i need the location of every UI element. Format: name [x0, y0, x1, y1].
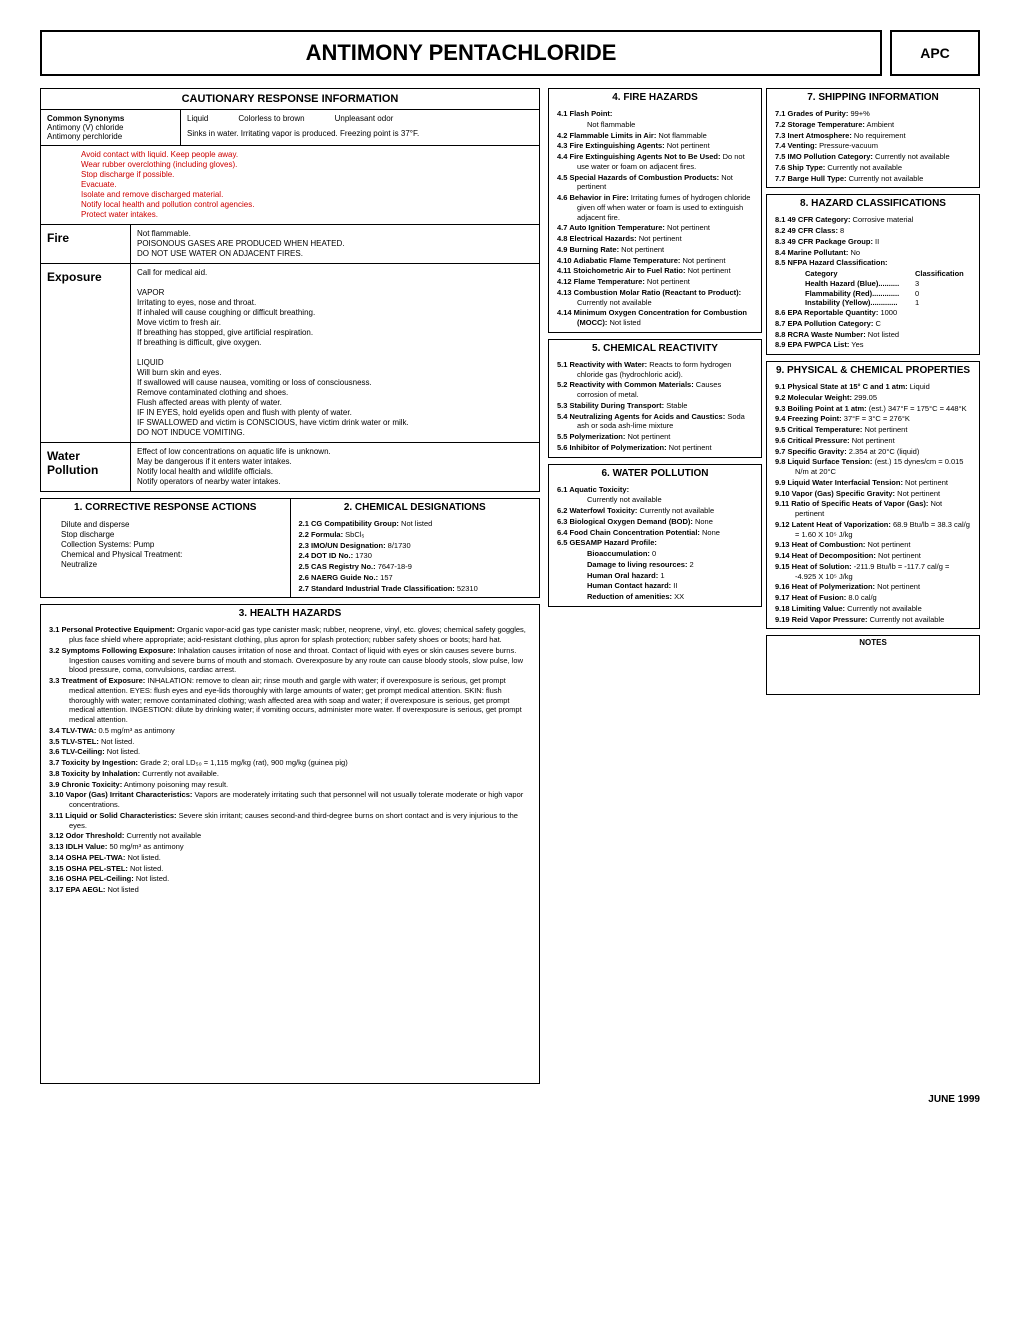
water-text: Effect of low concentrations on aquatic … [131, 443, 539, 491]
cautionary-title: CAUTIONARY RESPONSE INFORMATION [41, 89, 539, 109]
sec6-title: 6. WATER POLLUTION [549, 465, 761, 482]
page-title: ANTIMONY PENTACHLORIDE [40, 30, 882, 76]
sec2-title: 2. CHEMICAL DESIGNATIONS [291, 499, 540, 516]
sec1-title: 1. CORRECTIVE RESPONSE ACTIONS [41, 499, 290, 516]
synonyms-row: Common Synonyms Antimony (V) chloride An… [41, 110, 539, 145]
notes-label: NOTES [767, 636, 979, 649]
exposure-label: Exposure [41, 264, 131, 442]
sec2-list: 2.1 CG Compatibility Group: Not listed2.… [291, 516, 540, 597]
sec6-box: 6. WATER POLLUTION 6.1 Aquatic Toxicity:… [548, 464, 762, 607]
avoid-text: Avoid contact with liquid. Keep people a… [41, 146, 539, 224]
synonyms-text: Antimony (V) chloride Antimony perchlori… [47, 123, 123, 141]
exposure-text: Call for medical aid. VAPOR Irritating t… [131, 264, 539, 442]
sec4-title: 4. FIRE HAZARDS [549, 89, 761, 106]
sec9-list: 9.1 Physical State at 15° C and 1 atm: L… [767, 379, 979, 628]
sec8-box: 8. HAZARD CLASSIFICATIONS 8.1 49 CFR Cat… [766, 194, 980, 355]
phys-state: Liquid [187, 114, 208, 123]
sec8-list: 8.1 49 CFR Category: Corrosive material8… [767, 212, 979, 354]
sec3-list: 3.1 Personal Protective Equipment: Organ… [41, 622, 539, 899]
sec6-list: 6.1 Aquatic Toxicity:Currently not avail… [549, 482, 761, 606]
phys-odor: Unpleasant odor [335, 114, 394, 123]
sec5-title: 5. CHEMICAL REACTIVITY [549, 340, 761, 357]
sec7-title: 7. SHIPPING INFORMATION [767, 89, 979, 106]
sec9-title: 9. PHYSICAL & CHEMICAL PROPERTIES [767, 362, 979, 379]
phys-note: Sinks in water. Irritating vapor is prod… [187, 129, 533, 138]
chemical-code: APC [890, 30, 980, 76]
sec4-list: 4.1 Flash Point:Not flammable4.2 Flammab… [549, 106, 761, 332]
sec1-body: Dilute and disperse Stop discharge Colle… [41, 516, 290, 574]
fire-label: Fire [41, 225, 131, 263]
page-date: JUNE 1999 [40, 1094, 980, 1105]
cautionary-box: CAUTIONARY RESPONSE INFORMATION Common S… [40, 88, 540, 492]
sec3-box: 3. HEALTH HAZARDS 3.1 Personal Protectiv… [40, 604, 540, 1084]
sec4-box: 4. FIRE HAZARDS 4.1 Flash Point:Not flam… [548, 88, 762, 333]
main-content: CAUTIONARY RESPONSE INFORMATION Common S… [40, 88, 980, 1090]
sec9-box: 9. PHYSICAL & CHEMICAL PROPERTIES 9.1 Ph… [766, 361, 980, 629]
sec7-list: 7.1 Grades of Purity: 99+%7.2 Storage Te… [767, 106, 979, 187]
notes-box: NOTES [766, 635, 980, 695]
header: ANTIMONY PENTACHLORIDE APC [40, 30, 980, 76]
sec1-2-box: 1. CORRECTIVE RESPONSE ACTIONS Dilute an… [40, 498, 540, 598]
synonyms-label: Common Synonyms [47, 114, 124, 123]
sec8-title: 8. HAZARD CLASSIFICATIONS [767, 195, 979, 212]
fire-text: Not flammable. POISONOUS GASES ARE PRODU… [131, 225, 539, 263]
sec3-title: 3. HEALTH HAZARDS [41, 605, 539, 622]
sec5-box: 5. CHEMICAL REACTIVITY 5.1 Reactivity wi… [548, 339, 762, 458]
water-label: Water Pollution [41, 443, 131, 491]
phys-color: Colorless to brown [238, 114, 304, 123]
sec5-list: 5.1 Reactivity with Water: Reacts to for… [549, 357, 761, 457]
sec7-box: 7. SHIPPING INFORMATION 7.1 Grades of Pu… [766, 88, 980, 188]
